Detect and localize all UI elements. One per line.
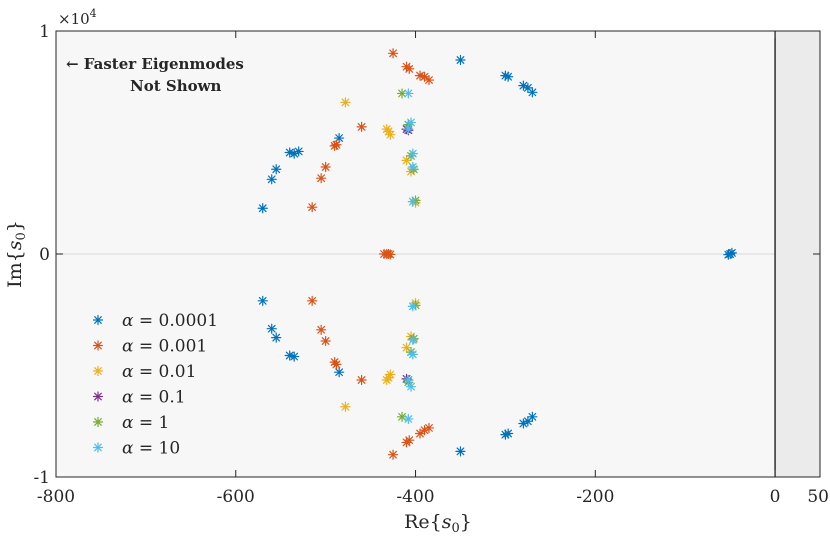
y-tick-label: 0 bbox=[39, 245, 50, 265]
data-point-series-1 bbox=[307, 295, 318, 306]
data-point-series-0 bbox=[271, 164, 282, 175]
annotation-faster-eigenmodes: ← Faster Eigenmodes bbox=[66, 55, 244, 73]
data-point-series-0 bbox=[723, 249, 734, 260]
data-point-series-2 bbox=[340, 97, 351, 108]
data-point-series-1 bbox=[385, 249, 396, 260]
legend: α = 0.0001 α = 0.001 α = 0.01 α = 0.1 α = 1 α… bbox=[92, 311, 218, 459]
data-point-series-0 bbox=[503, 428, 514, 439]
data-point-series-5 bbox=[407, 334, 418, 345]
x-tick-label: 0 bbox=[770, 487, 781, 507]
data-point-series-5 bbox=[407, 196, 418, 207]
x-tick-label: 50 bbox=[807, 487, 829, 507]
data-point-series-1 bbox=[423, 422, 435, 434]
data-point-series-0 bbox=[522, 416, 533, 427]
legend-entry-0: α = 0.0001 bbox=[122, 311, 218, 331]
data-point-series-1 bbox=[404, 63, 415, 75]
y-axis-label: Im{s0} bbox=[4, 220, 29, 288]
data-point-series-5 bbox=[403, 124, 414, 135]
legend-marker-3 bbox=[92, 391, 104, 402]
legend-marker-4 bbox=[92, 416, 104, 428]
x-axis-label: Re{s0} bbox=[404, 511, 472, 536]
annotation-not-shown: Not Shown bbox=[130, 77, 222, 95]
data-point-series-0 bbox=[527, 87, 538, 98]
data-point-series-0 bbox=[503, 71, 514, 82]
data-point-series-1 bbox=[419, 71, 430, 82]
data-point-series-1 bbox=[356, 374, 367, 386]
legend-entry-4: α = 1 bbox=[122, 413, 169, 433]
x-tick-label: -600 bbox=[217, 487, 255, 507]
data-point-series-1 bbox=[320, 161, 331, 173]
data-point-series-1 bbox=[316, 324, 327, 335]
data-point-series-5 bbox=[407, 148, 418, 159]
data-point-series-5 bbox=[403, 413, 414, 425]
unstable-region-shading bbox=[775, 31, 820, 477]
data-point-series-1 bbox=[387, 449, 399, 460]
data-point-series-2 bbox=[340, 401, 351, 412]
x-tick-label: -800 bbox=[37, 487, 75, 507]
data-point-series-0 bbox=[527, 411, 538, 422]
data-point-series-0 bbox=[289, 351, 300, 362]
data-point-series-1 bbox=[331, 139, 342, 150]
legend-entry-1: α = 0.001 bbox=[122, 337, 207, 357]
data-point-series-0 bbox=[266, 323, 277, 334]
data-point-series-2 bbox=[385, 129, 396, 140]
legend-marker-5 bbox=[92, 442, 104, 453]
data-point-series-0 bbox=[271, 332, 282, 343]
legend-entry-2: α = 0.01 bbox=[122, 362, 196, 382]
data-point-series-1 bbox=[404, 435, 415, 446]
data-point-series-5 bbox=[405, 381, 417, 392]
data-point-series-1 bbox=[387, 48, 399, 59]
y-tick-label: 1 bbox=[39, 22, 50, 42]
data-point-series-0 bbox=[334, 367, 345, 378]
data-point-series-0 bbox=[455, 446, 466, 457]
data-point-series-5 bbox=[407, 161, 418, 173]
x-tick-label: -200 bbox=[576, 487, 614, 507]
data-point-series-0 bbox=[284, 147, 295, 158]
scatter-points bbox=[257, 48, 738, 460]
y-tick-label: -1 bbox=[33, 468, 50, 488]
data-point-series-5 bbox=[407, 301, 418, 312]
data-point-series-0 bbox=[266, 174, 277, 185]
data-point-series-5 bbox=[405, 117, 417, 128]
data-point-series-1 bbox=[423, 74, 435, 86]
legend-entry-5: α = 10 bbox=[122, 439, 180, 459]
data-point-series-4 bbox=[396, 411, 408, 422]
data-point-series-2 bbox=[381, 374, 392, 386]
data-point-series-4 bbox=[396, 88, 408, 99]
legend-marker-0 bbox=[92, 314, 104, 326]
legend-entry-3: α = 0.1 bbox=[122, 388, 186, 408]
data-point-series-1 bbox=[316, 173, 327, 184]
y-exponent-label: ×104 bbox=[58, 7, 97, 28]
data-point-series-1 bbox=[331, 359, 342, 370]
data-point-series-1 bbox=[356, 121, 367, 132]
data-point-series-0 bbox=[257, 295, 268, 306]
data-point-series-5 bbox=[403, 88, 414, 99]
data-point-series-0 bbox=[455, 54, 466, 66]
data-point-series-1 bbox=[320, 335, 331, 347]
data-point-series-0 bbox=[257, 203, 268, 214]
x-tick-label: -400 bbox=[396, 487, 434, 507]
data-point-series-1 bbox=[307, 202, 318, 213]
legend-marker-1 bbox=[92, 340, 104, 351]
legend-marker-2 bbox=[92, 365, 104, 377]
y-tick-labels: -1 0 1 bbox=[33, 22, 50, 488]
x-tick-labels: -800 -600 -400 -200 0 50 bbox=[37, 487, 829, 507]
data-point-series-5 bbox=[407, 349, 418, 360]
axis-ticks bbox=[55, 30, 821, 478]
